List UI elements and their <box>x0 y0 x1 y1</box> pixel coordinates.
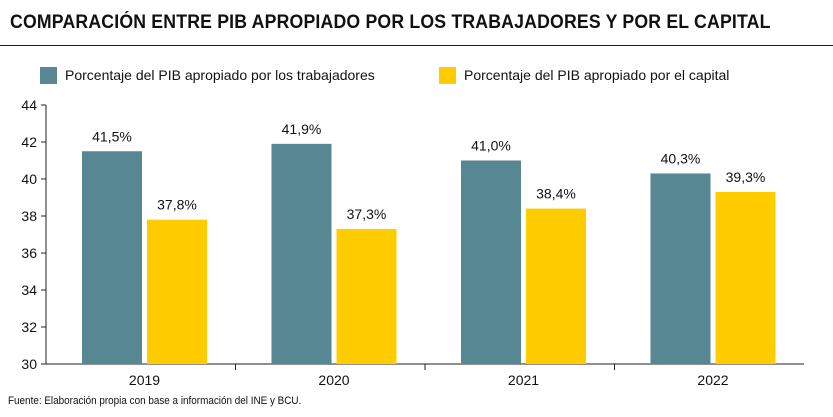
bar-workers <box>461 160 521 364</box>
data-label-capital: 38,4% <box>536 186 576 202</box>
x-tick-label: 2019 <box>129 372 160 388</box>
x-tick-label: 2021 <box>508 372 539 388</box>
source-note: Fuente: Elaboración propia con base a in… <box>8 395 302 407</box>
data-label-capital: 37,8% <box>157 197 197 213</box>
bar-capital <box>147 219 207 364</box>
x-tick-label: 2020 <box>318 372 349 388</box>
legend-label-capital: Porcentaje del PIB apropiado por el capi… <box>464 67 730 83</box>
legend-label-workers: Porcentaje del PIB apropiado por los tra… <box>65 67 375 83</box>
y-tick-label: 36 <box>21 245 37 261</box>
data-label-workers: 41,5% <box>92 128 132 144</box>
y-tick-label: 38 <box>21 208 37 224</box>
y-tick-label: 44 <box>21 97 37 113</box>
legend-item-workers: Porcentaje del PIB apropiado por los tra… <box>40 66 375 84</box>
bar-capital <box>715 191 776 364</box>
legend-item-capital: Porcentaje del PIB apropiado por el capi… <box>439 66 729 84</box>
data-label-workers: 41,9% <box>282 121 322 137</box>
y-tick-label: 32 <box>21 319 37 335</box>
y-tick-label: 42 <box>21 134 37 150</box>
bar-workers <box>82 151 142 364</box>
y-tick-label: 30 <box>21 356 37 372</box>
y-tick-label: 40 <box>21 171 37 187</box>
legend-swatch-workers <box>40 66 57 84</box>
data-label-workers: 40,3% <box>661 150 701 166</box>
bar-workers <box>650 173 711 364</box>
bar-capital <box>336 228 397 364</box>
title-divider <box>0 45 833 46</box>
legend-swatch-capital <box>439 66 456 84</box>
data-label-workers: 41,0% <box>471 138 511 154</box>
bar-workers <box>271 143 332 364</box>
data-label-capital: 37,3% <box>347 206 387 222</box>
data-label-capital: 39,3% <box>726 169 766 185</box>
y-tick-label: 34 <box>21 282 37 298</box>
chart-title: COMPARACIÓN ENTRE PIB APROPIADO POR LOS … <box>10 12 771 33</box>
bar-capital <box>526 208 586 364</box>
x-tick-label: 2022 <box>697 372 728 388</box>
